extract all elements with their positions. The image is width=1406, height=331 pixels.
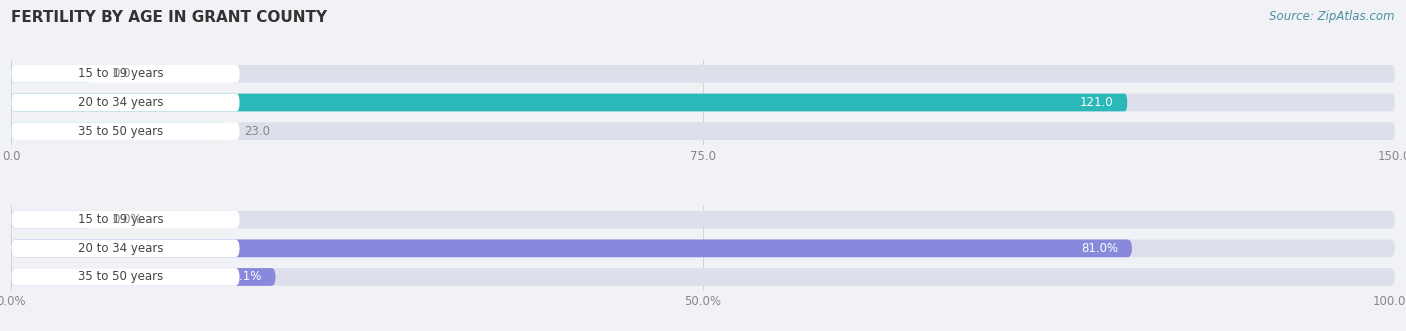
FancyBboxPatch shape xyxy=(11,94,1395,111)
Text: 35 to 50 years: 35 to 50 years xyxy=(79,270,163,283)
FancyBboxPatch shape xyxy=(11,122,224,140)
Text: 121.0: 121.0 xyxy=(1080,96,1114,109)
Text: 35 to 50 years: 35 to 50 years xyxy=(79,124,163,138)
FancyBboxPatch shape xyxy=(11,211,239,229)
Text: 23.0: 23.0 xyxy=(245,124,270,138)
Text: 15 to 19 years: 15 to 19 years xyxy=(77,68,163,80)
FancyBboxPatch shape xyxy=(11,94,1128,111)
FancyBboxPatch shape xyxy=(11,268,239,286)
FancyBboxPatch shape xyxy=(11,122,239,140)
Text: 0.0: 0.0 xyxy=(112,68,131,80)
FancyBboxPatch shape xyxy=(11,211,1395,229)
FancyBboxPatch shape xyxy=(11,268,276,286)
Text: 15 to 19 years: 15 to 19 years xyxy=(77,213,163,226)
Text: 19.1%: 19.1% xyxy=(225,270,262,283)
Text: Source: ZipAtlas.com: Source: ZipAtlas.com xyxy=(1270,10,1395,23)
Text: 0.0%: 0.0% xyxy=(112,213,142,226)
FancyBboxPatch shape xyxy=(11,122,1395,140)
Text: 81.0%: 81.0% xyxy=(1081,242,1118,255)
Text: 20 to 34 years: 20 to 34 years xyxy=(79,96,163,109)
FancyBboxPatch shape xyxy=(11,65,1395,83)
FancyBboxPatch shape xyxy=(11,65,91,83)
FancyBboxPatch shape xyxy=(11,94,239,111)
FancyBboxPatch shape xyxy=(11,240,1395,257)
Text: FERTILITY BY AGE IN GRANT COUNTY: FERTILITY BY AGE IN GRANT COUNTY xyxy=(11,10,328,25)
FancyBboxPatch shape xyxy=(11,211,91,229)
FancyBboxPatch shape xyxy=(11,65,239,83)
FancyBboxPatch shape xyxy=(11,240,239,257)
FancyBboxPatch shape xyxy=(11,268,1395,286)
FancyBboxPatch shape xyxy=(11,240,1132,257)
Text: 20 to 34 years: 20 to 34 years xyxy=(79,242,163,255)
